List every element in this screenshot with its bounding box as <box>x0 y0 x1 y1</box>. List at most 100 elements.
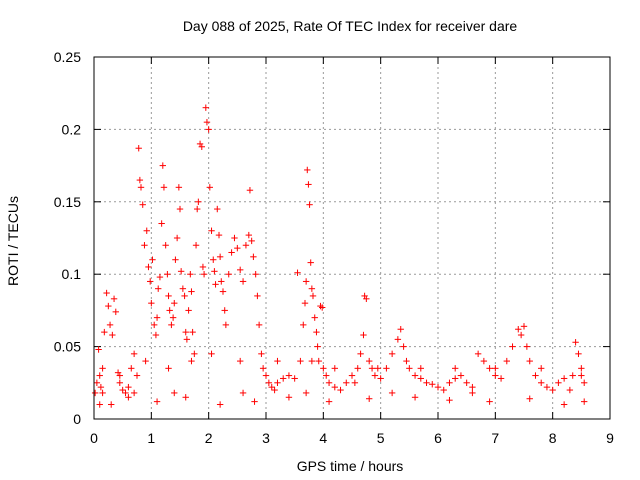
data-point <box>159 162 166 169</box>
data-point <box>171 299 178 307</box>
data-point <box>188 357 195 365</box>
data-point <box>250 253 257 261</box>
data-series <box>91 104 588 408</box>
data-point <box>308 357 316 365</box>
data-point <box>325 398 333 405</box>
data-point <box>222 321 230 329</box>
data-point <box>497 375 505 382</box>
data-point <box>411 394 419 401</box>
data-point <box>216 401 224 408</box>
data-point <box>237 357 244 365</box>
data-point <box>440 386 447 394</box>
data-point <box>162 242 169 249</box>
data-point <box>285 372 293 379</box>
data-point <box>265 379 273 386</box>
data-point <box>285 394 293 401</box>
data-point <box>259 365 267 372</box>
data-point <box>125 383 132 391</box>
data-point <box>311 314 318 321</box>
x-tick-label: 8 <box>549 430 557 446</box>
data-point <box>363 295 370 303</box>
data-point <box>294 269 301 276</box>
data-point <box>175 184 183 191</box>
data-point <box>560 375 568 382</box>
data-point <box>523 343 531 350</box>
data-point <box>578 372 585 379</box>
data-point <box>205 126 212 133</box>
data-point <box>313 328 320 336</box>
data-point <box>323 372 330 379</box>
data-point <box>246 187 254 194</box>
data-point <box>351 379 359 386</box>
data-point <box>128 365 135 372</box>
x-tick-label: 6 <box>434 430 442 446</box>
data-point <box>130 389 138 397</box>
data-point <box>331 365 338 372</box>
x-axis-label: GPS time / hours <box>297 458 404 474</box>
data-point <box>143 227 150 234</box>
data-point <box>469 389 476 397</box>
y-tick-labels: 0 0.05 0.1 0.15 0.2 0.25 <box>54 49 81 427</box>
data-point <box>183 336 191 343</box>
data-point <box>208 350 215 358</box>
data-point <box>106 321 114 329</box>
data-point <box>136 176 144 184</box>
data-point <box>177 268 185 275</box>
data-point <box>543 383 551 391</box>
x-tick-label: 4 <box>319 430 327 446</box>
data-point <box>146 278 154 285</box>
data-point <box>122 389 129 397</box>
x-tick-label: 3 <box>262 430 270 446</box>
data-point <box>96 372 103 379</box>
data-point <box>452 365 459 372</box>
data-point <box>258 350 265 358</box>
data-point <box>575 350 582 358</box>
y-tick-label: 0.25 <box>54 49 81 65</box>
data-point <box>318 304 326 311</box>
data-point <box>151 321 158 329</box>
data-point <box>268 383 275 391</box>
data-point <box>509 343 516 350</box>
data-point <box>182 328 189 336</box>
data-point <box>572 339 579 346</box>
data-point <box>216 253 224 261</box>
data-point <box>307 259 314 266</box>
data-point <box>185 307 192 314</box>
data-point <box>116 379 123 386</box>
data-point <box>95 346 102 353</box>
data-point <box>103 289 110 297</box>
data-point <box>423 379 430 386</box>
data-point <box>368 365 376 372</box>
data-point <box>189 328 196 336</box>
data-point <box>148 299 155 307</box>
data-point <box>119 386 126 394</box>
data-point <box>212 281 219 288</box>
data-point <box>309 292 317 300</box>
data-point <box>99 389 106 397</box>
data-point <box>374 365 381 372</box>
data-point <box>280 375 287 382</box>
data-point <box>135 145 142 152</box>
data-point <box>306 201 313 208</box>
data-point <box>208 227 215 234</box>
data-point <box>214 205 221 213</box>
data-point <box>515 326 522 333</box>
data-point <box>153 314 161 321</box>
data-point <box>199 263 207 271</box>
data-point <box>145 263 152 271</box>
data-point <box>366 395 373 402</box>
data-point <box>469 383 476 391</box>
data-point <box>394 336 402 343</box>
data-point <box>179 285 187 292</box>
data-point <box>538 365 545 372</box>
data-point <box>239 389 247 397</box>
data-point <box>254 292 261 300</box>
data-point <box>526 395 533 402</box>
data-point <box>348 372 356 379</box>
x-tick-label: 5 <box>377 430 385 446</box>
data-point <box>156 273 164 281</box>
data-point <box>155 285 162 292</box>
data-point <box>158 220 165 227</box>
data-point <box>255 321 263 329</box>
data-point <box>388 389 396 397</box>
